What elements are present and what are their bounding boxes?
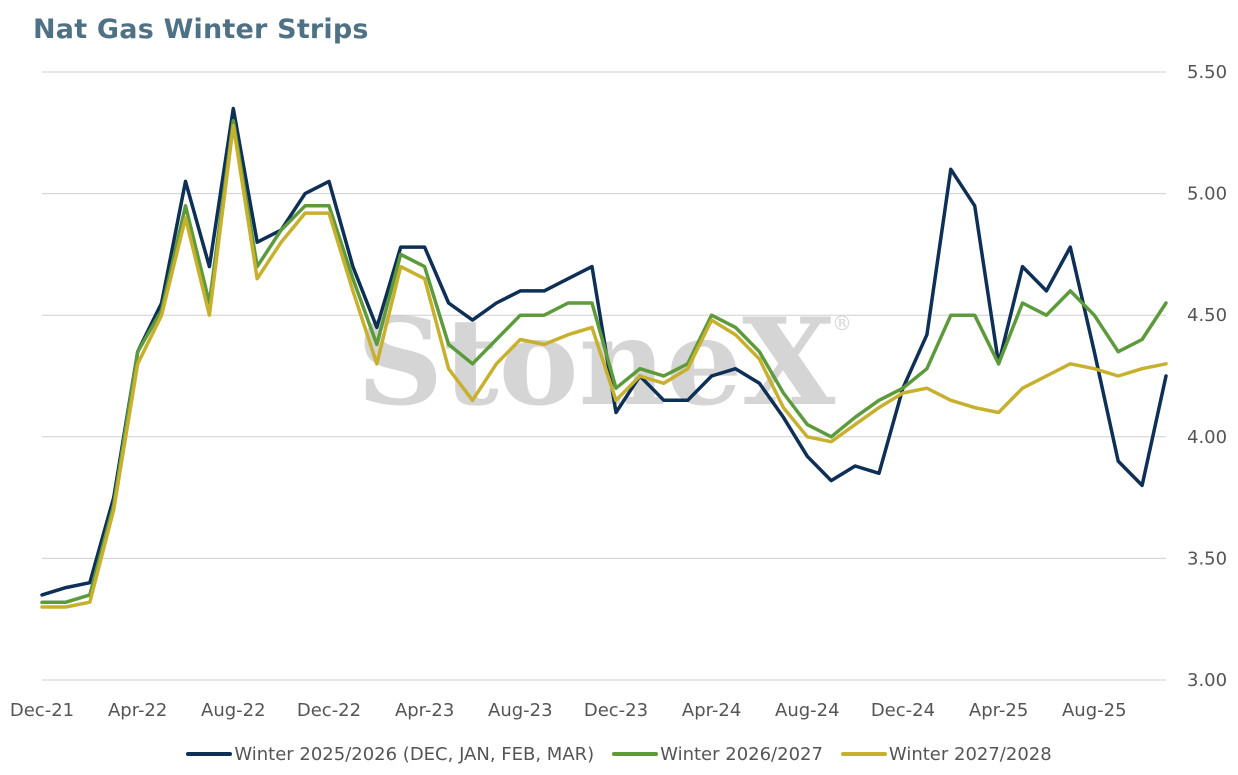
series-line-winter-2027-2028 bbox=[40, 123, 1168, 609]
legend-swatch-winter-2027-2028 bbox=[840, 752, 887, 756]
y-tick-label: 4.50 bbox=[1187, 305, 1227, 326]
chart-title: Nat Gas Winter Strips bbox=[33, 14, 369, 45]
legend-swatch-winter-2025-2026 bbox=[186, 752, 233, 756]
x-tick-label: Dec-21 bbox=[10, 700, 74, 721]
x-tick-label: Dec-24 bbox=[871, 700, 935, 721]
y-tick-label: 3.00 bbox=[1187, 670, 1227, 691]
legend-item-winter-2026-2027[interactable]: Winter 2026/2027 bbox=[612, 744, 823, 765]
x-axis-ticks: Dec-21 Apr-22 Aug-22 Dec-22 Apr-23 Aug-23 Dec-… bbox=[10, 700, 1127, 721]
x-tick-label: Aug-24 bbox=[775, 700, 840, 721]
legend-swatch-winter-2026-2027 bbox=[612, 752, 659, 756]
legend-label-winter-2025-2026: Winter 2025/2026 (DEC, JAN, FEB, MAR) bbox=[234, 743, 595, 765]
x-tick-label: Aug-25 bbox=[1062, 700, 1127, 721]
y-tick-label: 5.50 bbox=[1187, 62, 1227, 83]
y-tick-label: 4.00 bbox=[1187, 427, 1227, 448]
x-tick-label: Dec-23 bbox=[584, 700, 648, 721]
series-lines bbox=[40, 106, 1168, 609]
x-tick-label: Apr-23 bbox=[395, 700, 454, 721]
x-tick-label: Aug-23 bbox=[488, 700, 553, 721]
y-tick-label: 5.00 bbox=[1187, 184, 1227, 205]
x-tick-label: Apr-25 bbox=[969, 700, 1028, 721]
x-tick-label: Apr-22 bbox=[108, 700, 167, 721]
legend-label-winter-2027-2028: Winter 2027/2028 bbox=[888, 743, 1052, 765]
y-tick-label: 3.50 bbox=[1187, 548, 1227, 569]
y-axis-ticks: 3.00 3.50 4.00 4.50 5.00 5.50 bbox=[1187, 62, 1227, 691]
watermark-registered-mark: ® bbox=[832, 311, 852, 335]
legend-item-winter-2027-2028[interactable]: Winter 2027/2028 bbox=[840, 743, 1052, 765]
line-chart: StoneX ® 3.003.504.004.505.005.50 Dec-21… bbox=[10, 62, 1227, 721]
x-tick-label: Dec-22 bbox=[297, 700, 361, 721]
legend-label-winter-2026-2027: Winter 2026/2027 bbox=[660, 743, 823, 765]
legend: Winter 2025/2026 (DEC, JAN, FEB, MAR) Wi… bbox=[0, 740, 1238, 768]
gridlines bbox=[42, 71, 1166, 681]
legend-item-winter-2025-2026[interactable]: Winter 2025/2026 (DEC, JAN, FEB, MAR) bbox=[186, 744, 594, 765]
x-tick-label: Apr-24 bbox=[682, 700, 741, 721]
x-tick-label: Aug-22 bbox=[201, 700, 266, 721]
